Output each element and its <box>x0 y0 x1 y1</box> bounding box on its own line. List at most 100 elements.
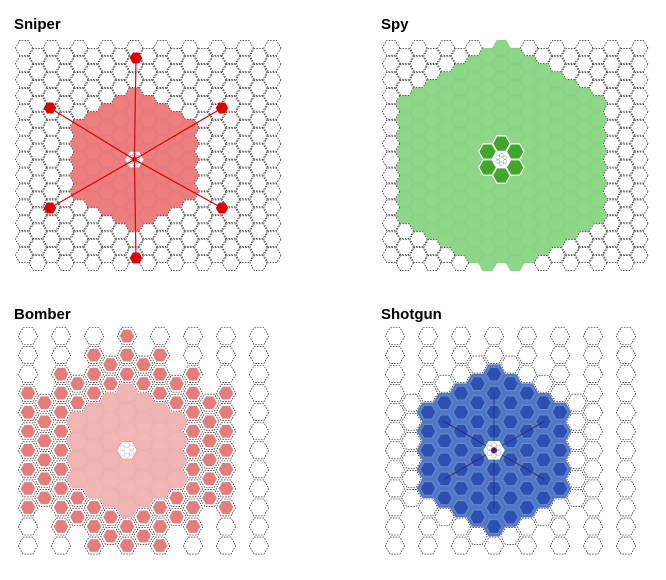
grid-hex <box>434 508 455 526</box>
area-hex <box>395 207 415 224</box>
area-hex <box>492 55 511 73</box>
grid-hex <box>616 223 635 239</box>
grid-hex <box>34 489 55 507</box>
grid-hex <box>182 517 204 536</box>
bomber-blast-hex <box>19 462 37 477</box>
grid-hex <box>50 365 72 383</box>
area-hex <box>138 175 158 192</box>
grid-hex <box>42 135 61 152</box>
grid-hex <box>194 64 213 80</box>
grid-hex <box>56 239 75 255</box>
grid-hex <box>248 441 270 460</box>
grid-hex <box>208 72 227 88</box>
area-hex <box>125 215 144 232</box>
grid-hex <box>235 56 254 72</box>
grid-hex <box>70 40 89 56</box>
grid-hex <box>500 527 521 545</box>
grid-hex <box>166 393 187 412</box>
area-hex <box>99 488 122 508</box>
shotgun-pellet-hex <box>502 509 519 525</box>
area-hex <box>409 215 428 232</box>
grid-hex <box>395 255 414 271</box>
grid-hex <box>208 199 227 216</box>
grid-hex <box>561 64 580 80</box>
area-hex <box>138 111 158 128</box>
grid-hex <box>182 460 204 479</box>
grid-hex <box>153 40 171 56</box>
grid-hex <box>382 135 400 152</box>
shotgun-spoke <box>493 420 545 451</box>
area-hex <box>125 199 144 216</box>
sniper-target-hex <box>215 102 229 114</box>
grid-hex <box>56 48 75 64</box>
grid-hex <box>28 111 47 128</box>
grid-hex <box>602 119 621 136</box>
grid-hex <box>602 135 621 152</box>
grid-hex <box>208 247 227 263</box>
bomber-blast-hex <box>19 386 37 401</box>
bomber-blast-hex <box>201 471 218 487</box>
grid-hex <box>395 80 414 96</box>
grid-hex <box>100 355 121 374</box>
area-hex <box>165 412 188 432</box>
grid-hex <box>249 175 268 192</box>
bomber-blast-hex <box>85 538 103 553</box>
bomber-blast-hex <box>184 481 202 496</box>
area-hex <box>132 488 155 508</box>
grid-hex <box>235 199 254 216</box>
area-hex <box>547 103 566 120</box>
spy-title: Spy <box>381 16 409 33</box>
area-hex <box>588 207 608 224</box>
grid-hex <box>417 384 439 402</box>
grid-hex <box>97 88 116 104</box>
grid-hex <box>70 199 89 216</box>
grid-hex <box>630 56 649 72</box>
grid-hex <box>28 239 47 255</box>
shotgun-pellet-hex <box>535 452 552 468</box>
grid-hex <box>384 384 406 402</box>
area-hex <box>423 95 442 112</box>
bomber-blast-hex <box>102 509 119 525</box>
grid-hex <box>616 127 635 144</box>
grid-hex <box>67 374 88 393</box>
area-hex <box>66 450 89 470</box>
center-ring-hex <box>495 450 502 456</box>
grid-hex <box>516 327 538 345</box>
grid-hex <box>180 103 199 120</box>
grid-hex <box>194 239 213 255</box>
grid-hex <box>153 215 171 232</box>
grid-hex <box>589 64 607 80</box>
area-hex <box>395 175 415 192</box>
area-hex <box>436 135 456 152</box>
area-hex <box>409 103 428 120</box>
grid-hex <box>34 412 55 431</box>
bomber-blast-hex <box>69 490 86 506</box>
area-hex <box>547 71 566 88</box>
grid-hex <box>15 119 33 136</box>
grid-hex <box>84 80 102 96</box>
grid-hex <box>28 175 47 192</box>
bomber-blast-hex <box>184 462 202 477</box>
area-hex <box>533 223 553 240</box>
grid-hex <box>194 207 213 224</box>
area-hex <box>492 87 511 104</box>
grid-hex <box>437 247 456 263</box>
grid-hex <box>70 103 89 120</box>
grid-hex <box>582 460 604 479</box>
area-hex <box>82 478 106 499</box>
grid-hex <box>194 223 213 239</box>
grid-hex <box>615 517 637 536</box>
grid-hex <box>139 48 158 64</box>
grid-hex <box>208 56 227 72</box>
bomber-title: Bomber <box>14 306 71 323</box>
grid-hex <box>50 384 72 402</box>
grid-hex <box>100 374 121 393</box>
grid-hex <box>17 479 39 498</box>
bomber-blast-hex <box>151 538 169 553</box>
grid-hex <box>384 498 406 517</box>
area-hex <box>115 383 139 403</box>
shotgun-pellet-hex <box>551 462 569 477</box>
grid-hex <box>199 470 220 488</box>
area-hex <box>132 469 155 489</box>
grid-hex <box>235 231 254 247</box>
